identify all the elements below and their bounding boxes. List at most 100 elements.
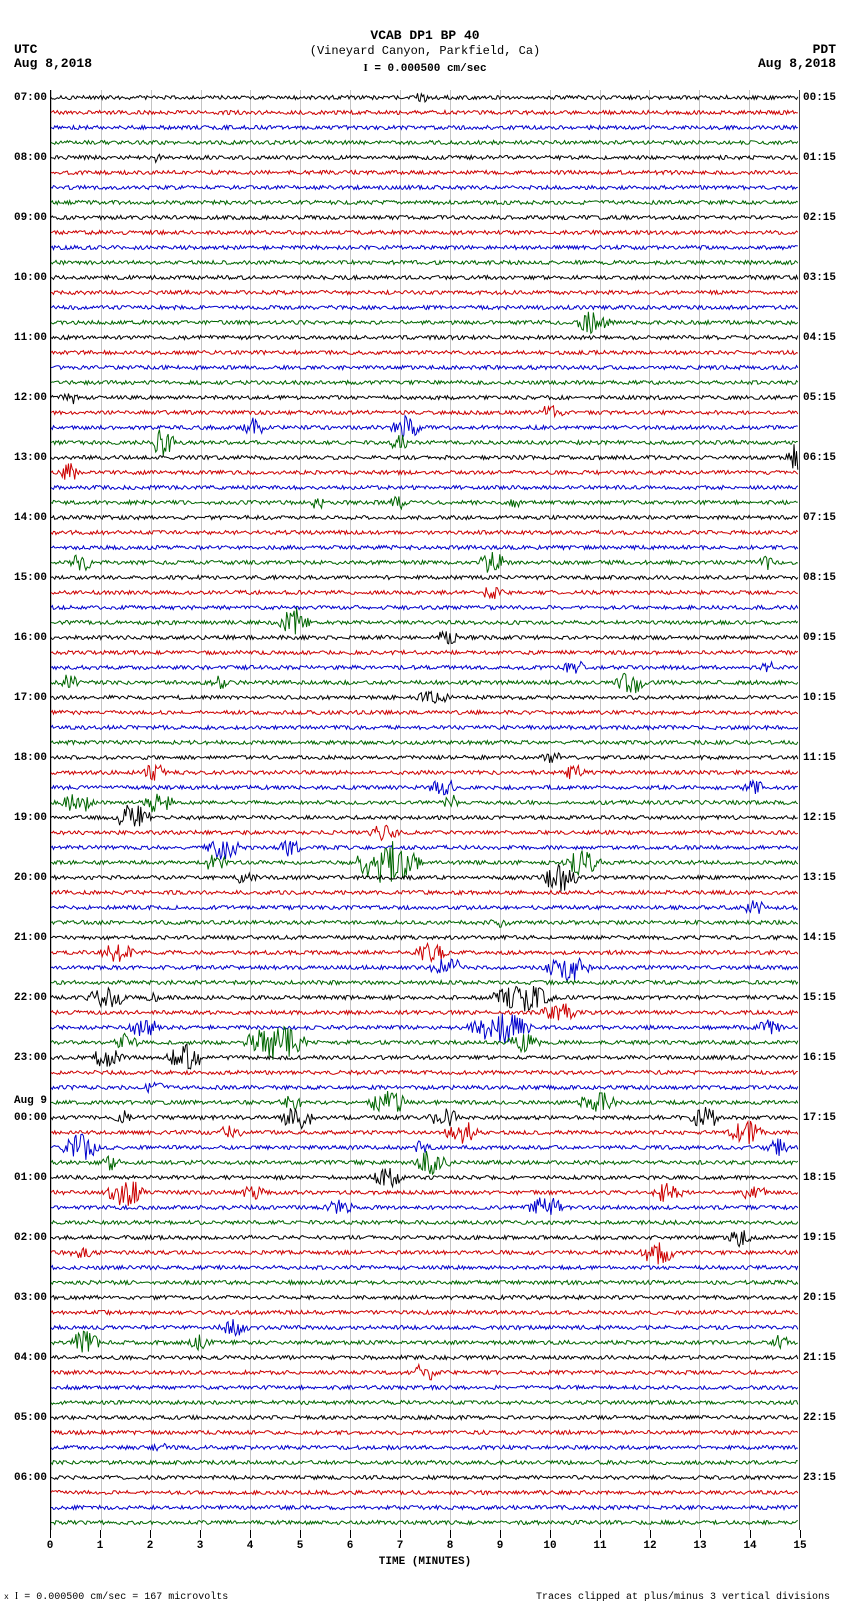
trace-waveform [51,840,799,855]
trace-row: 11:0004:15 [51,330,799,345]
x-tick-label: 6 [347,1540,354,1552]
x-tick-label: 3 [197,1540,204,1552]
trace-waveform [51,795,799,810]
trace-row: 07:0000:15 [51,90,799,105]
trace-row [51,1305,799,1320]
utc-time-label: 00:00 [14,1113,47,1124]
trace-waveform [51,1125,799,1140]
trace-waveform [51,480,799,495]
trace-row [51,1095,799,1110]
trace-row [51,1020,799,1035]
trace-row [51,1515,799,1530]
x-tick [300,1530,301,1538]
trace-waveform [51,345,799,360]
trace-row [51,300,799,315]
trace-waveform [51,630,799,645]
trace-row [51,645,799,660]
utc-time-label: 13:00 [14,453,47,464]
trace-row [51,225,799,240]
utc-time-label: 08:00 [14,153,47,164]
date-right: Aug 8,2018 [758,56,836,71]
trace-row [51,435,799,450]
trace-row: 10:0003:15 [51,270,799,285]
utc-time-label: 19:00 [14,813,47,824]
pdt-time-label: 19:15 [803,1233,836,1244]
trace-row [51,1125,799,1140]
trace-waveform [51,600,799,615]
trace-waveform [51,150,799,165]
x-tick [150,1530,151,1538]
utc-time-label: 10:00 [14,273,47,284]
trace-row [51,165,799,180]
pdt-time-label: 14:15 [803,933,836,944]
chart-title: VCAB DP1 BP 40 [0,28,850,44]
trace-waveform [51,1395,799,1410]
trace-waveform [51,1080,799,1095]
x-tick-label: 10 [543,1540,556,1552]
trace-waveform [51,735,799,750]
trace-row [51,180,799,195]
trace-waveform [51,240,799,255]
trace-row [51,1380,799,1395]
pdt-time-label: 01:15 [803,153,836,164]
trace-row [51,1155,799,1170]
trace-row [51,405,799,420]
trace-waveform [51,1470,799,1485]
trace-waveform [51,300,799,315]
pdt-time-label: 10:15 [803,693,836,704]
trace-waveform [51,450,799,465]
trace-row: 04:0021:15 [51,1350,799,1365]
trace-waveform [51,930,799,945]
trace-row: 21:0014:15 [51,930,799,945]
trace-row [51,1140,799,1155]
pdt-time-label: 02:15 [803,213,836,224]
footer-scale: x I = 0.000500 cm/sec = 167 microvolts [4,1591,228,1603]
trace-waveform [51,1200,799,1215]
trace-row [51,360,799,375]
trace-waveform [51,135,799,150]
trace-waveform [51,765,799,780]
trace-row [51,1440,799,1455]
trace-waveform [51,690,799,705]
trace-waveform [51,1065,799,1080]
trace-waveform [51,1380,799,1395]
trace-waveform [51,540,799,555]
trace-row [51,315,799,330]
trace-waveform [51,1170,799,1185]
trace-row [51,1035,799,1050]
x-tick-label: 4 [247,1540,254,1552]
trace-row [51,1185,799,1200]
trace-waveform [51,945,799,960]
trace-waveform [51,885,799,900]
x-tick-label: 7 [397,1540,404,1552]
trace-waveform [51,165,799,180]
x-tick [250,1530,251,1538]
trace-waveform [51,750,799,765]
trace-waveform [51,1410,799,1425]
trace-row [51,660,799,675]
trace-waveform [51,1455,799,1470]
pdt-time-label: 23:15 [803,1473,836,1484]
x-tick-label: 11 [593,1540,606,1552]
utc-time-label: 22:00 [14,993,47,1004]
x-tick-label: 14 [743,1540,756,1552]
seismogram-plot: 07:0000:1508:0001:1509:0002:1510:0003:15… [50,90,800,1530]
x-tick [650,1530,651,1538]
trace-waveform [51,270,799,285]
trace-row [51,780,799,795]
pdt-time-label: 04:15 [803,333,836,344]
chart-subtitle: (Vineyard Canyon, Parkfield, Ca) [0,44,850,58]
trace-row: 05:0022:15 [51,1410,799,1425]
trace-waveform [51,1215,799,1230]
trace-row: 03:0020:15 [51,1290,799,1305]
trace-waveform [51,1275,799,1290]
trace-row: 18:0011:15 [51,750,799,765]
x-tick [350,1530,351,1538]
utc-time-label: 05:00 [14,1413,47,1424]
pdt-time-label: 12:15 [803,813,836,824]
trace-waveform [51,615,799,630]
trace-waveform [51,1365,799,1380]
pdt-time-label: 22:15 [803,1413,836,1424]
trace-waveform [51,420,799,435]
pdt-time-label: 09:15 [803,633,836,644]
